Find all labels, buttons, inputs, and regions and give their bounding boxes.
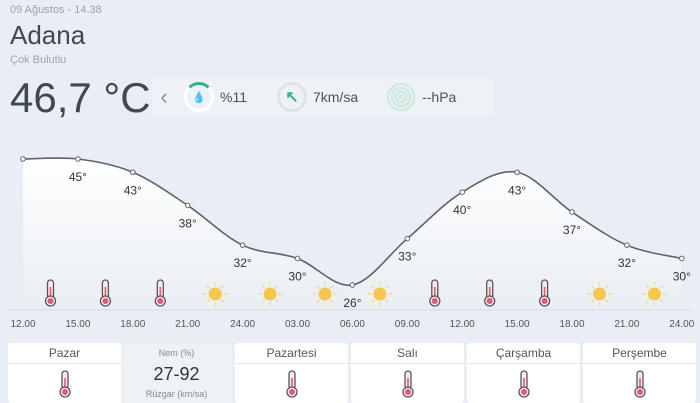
date-time: 09 Ağustos - 14.38 (10, 4, 102, 16)
humidity-gauge: 💧 (184, 82, 214, 112)
x-tick-label: 12.00 (450, 319, 475, 330)
x-tick-label: 09.00 (395, 319, 420, 330)
day-card-pazar[interactable]: Pazar Nem (%) 27-92 Rüzgar (km/sa) (8, 343, 232, 403)
humidity-range: 27-92 (153, 364, 200, 384)
thermometer-icon (484, 279, 496, 307)
temperature-label: 32° (618, 256, 636, 270)
day-card-carsamba[interactable]: Çarşamba (467, 343, 580, 403)
temperature-chart: 12.00 45° 15.00 43° 18.00 38° 21.00 32° 24.00 30°… (8, 156, 695, 330)
info-bar: ‹ 💧 %11 ↖ 7km/sa --hPa (152, 78, 494, 116)
data-point (569, 209, 575, 215)
temperature-label: 43° (508, 183, 526, 197)
humidity-value: %11 (220, 89, 247, 105)
x-tick-label: 24.00 (230, 319, 255, 330)
temperature-label: 30° (673, 269, 691, 283)
day-card-sali[interactable]: Salı (351, 343, 464, 403)
condition: Çok Bulutlu (10, 54, 67, 66)
daily-forecast: Pazar Nem (%) 27-92 Rüzgar (km/sa) Pazar… (8, 343, 696, 403)
thermometer-icon (517, 370, 531, 398)
thermometer-icon (538, 279, 551, 307)
data-point (75, 156, 81, 162)
thermometer-icon (58, 370, 72, 398)
x-tick-label: 21.00 (175, 319, 200, 330)
data-point (184, 202, 191, 209)
pressure-gauge-icon (386, 82, 417, 112)
x-tick-label: 21.00 (614, 319, 639, 330)
x-tick-label: 24.00 (669, 319, 694, 330)
wind-gauge: ↖ (276, 82, 307, 112)
thermometer-icon (285, 370, 299, 398)
thermometer-icon (44, 279, 57, 307)
thermometer-icon (154, 279, 166, 307)
data-point (459, 189, 466, 195)
data-point (404, 235, 411, 242)
current-temperature: 46,7 °C (10, 74, 151, 121)
data-point (679, 255, 685, 262)
data-point (130, 169, 136, 176)
city-name: Adana (10, 20, 86, 50)
humidity-label: Nem (%) (158, 348, 195, 358)
wind-value: 7km/sa (312, 89, 359, 105)
data-point (239, 242, 246, 248)
thermometer-icon (633, 370, 647, 398)
thermometer-icon (99, 279, 112, 307)
chart-area (23, 158, 682, 310)
data-point (514, 169, 520, 176)
x-tick-label: 18.00 (120, 319, 145, 330)
temperature-label: 26° (343, 296, 361, 310)
temperature-label: 43° (124, 183, 142, 197)
x-tick-label: 12.00 (10, 319, 35, 330)
day-name: Pazartesi (235, 343, 348, 364)
x-tick-label: 15.00 (65, 319, 90, 330)
thermometer-icon (429, 279, 441, 307)
data-point (624, 242, 630, 248)
thermometer-icon (401, 370, 415, 398)
wind-label: Rüzgar (km/sa) (145, 389, 208, 399)
data-point (20, 156, 26, 162)
day-name: Perşembe (583, 343, 696, 364)
data-point (294, 255, 301, 262)
pressure-value: --hPa (422, 89, 457, 105)
x-tick-label: 15.00 (505, 319, 530, 330)
data-point (349, 282, 356, 288)
day-card-pazartesi[interactable]: Pazartesi (235, 343, 348, 403)
x-tick-label: 06.00 (340, 319, 365, 330)
temperature-label: 40° (453, 203, 471, 217)
day-card-persembe[interactable]: Perşembe (583, 343, 696, 403)
temperature-label: 33° (398, 250, 416, 264)
temperature-label: 30° (288, 269, 306, 283)
chevron-left-icon[interactable]: ‹ (160, 84, 168, 109)
temperature-label: 38° (179, 216, 197, 230)
x-tick-label: 03.00 (285, 319, 310, 330)
temperature-label: 37° (563, 223, 581, 237)
day-name: Çarşamba (467, 343, 580, 364)
x-tick-label: 18.00 (559, 319, 584, 330)
temperature-label: 45° (69, 170, 87, 184)
drop-icon: 💧 (192, 91, 206, 104)
temperature-label: 32° (234, 256, 252, 270)
day-name: Salı (351, 343, 464, 364)
wind-arrow-icon: ↖ (285, 89, 299, 106)
day-name: Pazar (8, 343, 121, 364)
